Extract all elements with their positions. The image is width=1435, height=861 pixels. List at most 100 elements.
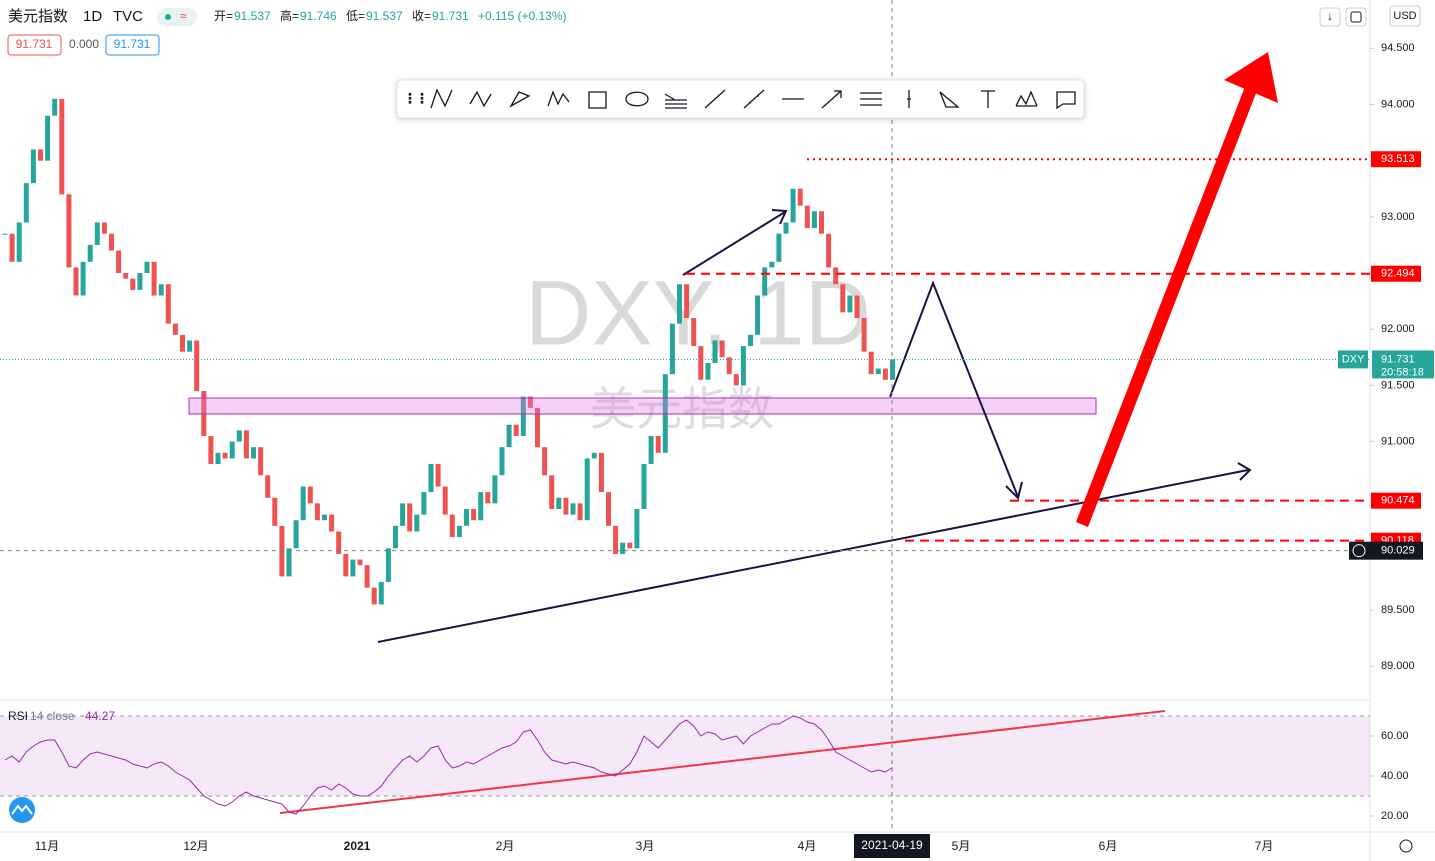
ohlc-value: 91.537 — [366, 9, 403, 23]
badge-text: 91.731 — [16, 37, 53, 51]
candle — [151, 261, 157, 296]
watermark-name: 美元指数 — [590, 383, 774, 435]
candle — [208, 435, 214, 465]
ohlc-label: 收= — [412, 9, 431, 23]
rsi-legend: RSI 14 close 44.27 — [8, 709, 115, 723]
candle — [229, 441, 235, 459]
candle — [556, 497, 562, 509]
candle — [485, 492, 491, 504]
rsi-band — [0, 716, 1370, 796]
x-tick-label: 5月 — [952, 839, 971, 853]
candle — [549, 475, 555, 509]
download-btn[interactable] — [1319, 7, 1341, 27]
candle — [144, 261, 150, 274]
candle — [66, 194, 72, 268]
currency: USD — [1393, 10, 1416, 22]
candle — [591, 452, 597, 459]
candle — [435, 464, 441, 487]
candle — [535, 407, 540, 448]
tool-icon — [907, 90, 911, 108]
level-tag-bg — [1371, 151, 1421, 168]
drawings — [188, 52, 1278, 814]
candle — [52, 98, 58, 116]
candle — [769, 261, 775, 268]
settings-btn[interactable] — [1399, 839, 1413, 853]
candle — [811, 211, 817, 229]
candle — [180, 334, 185, 352]
restore-btn[interactable] — [1345, 7, 1367, 27]
y-tick-label: 93.000 — [1381, 211, 1415, 223]
ohlc-value: 91.537 — [234, 9, 271, 23]
y-tick-label: 94.000 — [1381, 98, 1415, 110]
trend-line — [682, 211, 786, 276]
y-tick-label: 89.500 — [1381, 604, 1415, 616]
tool-icon — [860, 92, 882, 106]
x-tick-label: 2021 — [344, 839, 371, 853]
candle — [251, 447, 256, 459]
candle — [733, 374, 739, 386]
candle — [116, 250, 122, 274]
rsi-trend-line — [279, 710, 1166, 814]
candle — [130, 278, 136, 290]
candle — [123, 273, 129, 279]
candle — [442, 486, 448, 515]
candle — [80, 261, 86, 296]
candle — [172, 323, 178, 335]
candle — [740, 346, 746, 386]
y-tick-label: 89.000 — [1381, 660, 1415, 672]
rsi-label: RSI — [8, 709, 28, 723]
crosshair-tag-bg — [1349, 541, 1423, 560]
candle — [506, 424, 512, 448]
zone — [188, 397, 1097, 415]
candle — [520, 396, 526, 436]
candle — [669, 323, 675, 375]
candle — [698, 346, 704, 380]
candle — [45, 115, 51, 161]
candle — [712, 340, 718, 363]
candle — [492, 475, 498, 504]
rsi-line — [4, 715, 893, 815]
candle — [826, 233, 832, 268]
candle — [854, 295, 860, 318]
candle — [627, 542, 633, 549]
level-tag: 90.474 — [1381, 495, 1415, 507]
candle — [655, 435, 661, 453]
tool-icon — [743, 89, 765, 109]
candle — [258, 447, 264, 476]
candle — [641, 464, 647, 509]
toolbar-bg — [396, 79, 1085, 119]
candle — [9, 233, 15, 262]
arrow-head — [771, 209, 788, 225]
candle — [336, 531, 342, 554]
candle — [684, 284, 690, 318]
candle — [421, 492, 427, 515]
candle — [691, 317, 697, 347]
candle — [613, 525, 619, 554]
badge — [7, 34, 62, 56]
candle — [570, 503, 576, 515]
candle — [407, 503, 413, 532]
candle — [187, 340, 193, 352]
tool-icon — [588, 91, 607, 109]
candle — [364, 565, 370, 588]
candle — [30, 149, 36, 184]
candle — [322, 514, 327, 521]
currency-btn[interactable] — [1389, 5, 1421, 27]
candle — [776, 233, 782, 262]
candle — [307, 486, 313, 504]
rsi-params: 14 close — [30, 709, 75, 723]
y-tick-label: 92.000 — [1381, 323, 1415, 335]
candle — [343, 553, 349, 577]
candle — [662, 374, 668, 453]
candle — [87, 244, 93, 262]
header: 美元指数 1D TVC ≈ 开= 91.537 高= 91.746 低= 91.537 收=… — [7, 5, 1421, 56]
ohlc: 开= 91.537 高= 91.746 低= 91.537 收= 91.731 — [214, 8, 469, 23]
tool-icon — [939, 91, 960, 108]
candle — [16, 222, 22, 262]
ohlc-value: 91.731 — [432, 9, 469, 23]
restore-icon — [1350, 11, 1362, 23]
logo-mark — [11, 804, 33, 815]
candle — [428, 464, 434, 493]
x-tick-label: 7月 — [1255, 839, 1274, 853]
tool-icon — [664, 93, 687, 109]
